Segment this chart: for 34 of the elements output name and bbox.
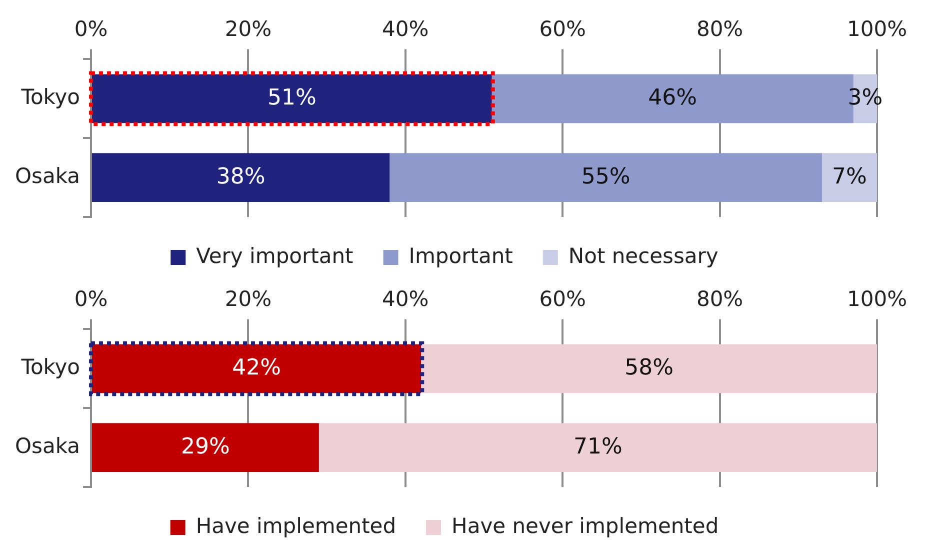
data-label: 46% <box>648 85 698 110</box>
y-tick-label: Osaka <box>15 434 80 458</box>
x-tick-label: 80% <box>696 17 744 42</box>
bar <box>92 153 390 202</box>
data-label: 3% <box>848 85 883 110</box>
legend-label: Have implemented <box>196 514 396 538</box>
x-tick-label: 20% <box>224 287 272 312</box>
x-tick-label: 60% <box>539 287 586 312</box>
x-tick-label: 60% <box>539 17 586 42</box>
legend-label: Have never implemented <box>452 514 719 538</box>
data-label: 38% <box>216 164 266 190</box>
legend-label: Very important <box>196 244 354 268</box>
data-label: 51% <box>267 85 316 110</box>
y-tick-label: Osaka <box>15 164 80 188</box>
legend-label: Important <box>408 244 513 268</box>
x-tick-label: 80% <box>696 287 744 312</box>
bar <box>822 153 877 202</box>
y-tick-label: Tokyo <box>20 85 80 110</box>
bar <box>390 153 822 202</box>
data-label: 7% <box>832 164 867 190</box>
x-tick-label: 0% <box>74 287 108 312</box>
legend-label: Not necessary <box>568 244 718 268</box>
data-label: 71% <box>574 434 622 460</box>
data-label: 58% <box>624 355 674 380</box>
x-tick-label: 100% <box>846 287 908 312</box>
x-tick-label: 40% <box>382 17 429 42</box>
data-label: 55% <box>581 164 630 190</box>
data-label: 42% <box>232 355 282 380</box>
x-tick-label: 100% <box>846 17 908 42</box>
data-label: 29% <box>181 434 230 460</box>
x-tick-label: 20% <box>224 17 272 42</box>
x-tick-label: 0% <box>74 17 108 42</box>
y-tick-label: Tokyo <box>20 355 80 380</box>
x-tick-label: 40% <box>382 287 429 312</box>
